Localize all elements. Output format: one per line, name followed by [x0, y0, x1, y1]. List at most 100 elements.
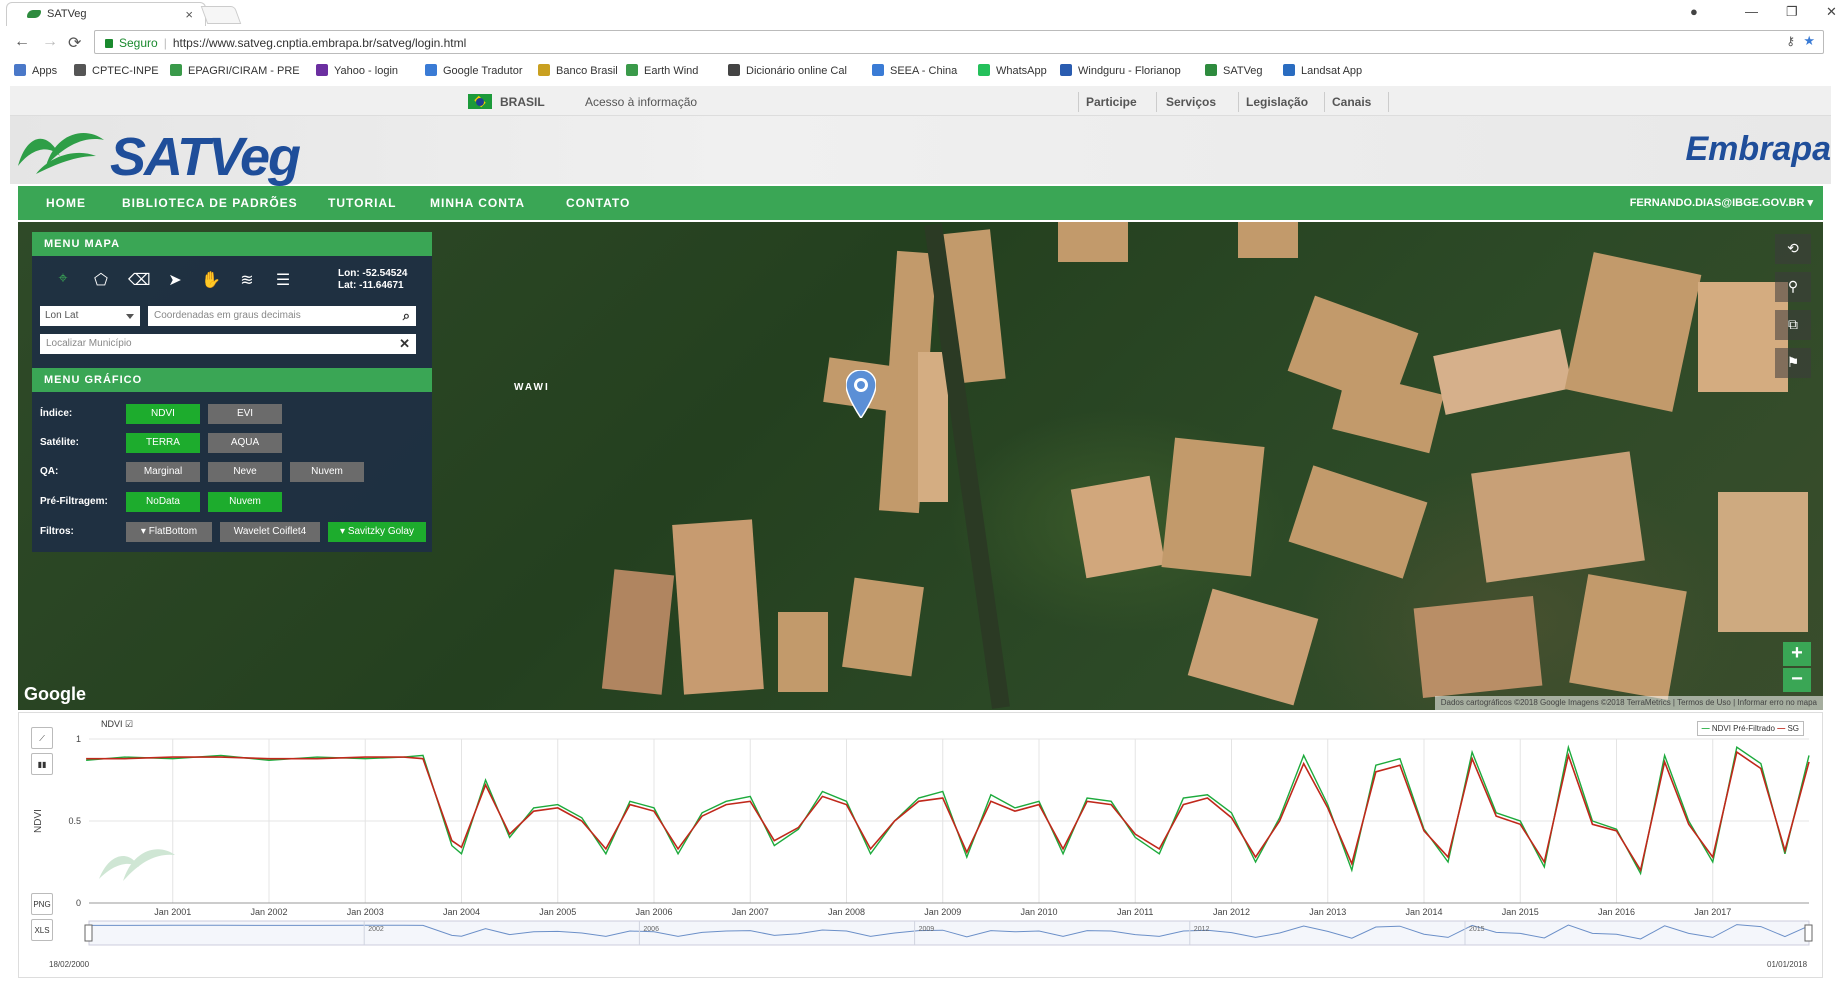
- bookmark-1[interactable]: CPTEC-INPE: [74, 64, 159, 77]
- bar-chart-icon[interactable]: ▮▮: [31, 753, 53, 775]
- polygon-tool-icon[interactable]: ⬠: [94, 272, 108, 289]
- municipio-search-input[interactable]: Localizar Município ✕: [40, 334, 416, 354]
- nav-contato[interactable]: CONTATO: [566, 196, 631, 210]
- navigator-right-handle[interactable]: [1804, 924, 1813, 942]
- bookmark-12[interactable]: Landsat App: [1283, 64, 1362, 77]
- eraser-icon[interactable]: ⌫: [128, 272, 151, 289]
- bookmark-4[interactable]: Google Tradutor: [425, 64, 523, 77]
- flag-icon[interactable]: ⚑: [1775, 348, 1811, 378]
- x-tick-label: Jan 2006: [635, 907, 672, 917]
- x-tick-label: Jan 2011: [1117, 907, 1153, 917]
- nav-minha-conta[interactable]: MINHA CONTA: [430, 196, 525, 210]
- bookmark-8[interactable]: SEEA - China: [872, 64, 957, 77]
- star-bookmark-icon[interactable]: ★: [1803, 33, 1815, 48]
- pin-tool-icon[interactable]: ⚲: [1775, 272, 1811, 302]
- bookmark-2[interactable]: EPAGRI/CIRAM - PRE: [170, 64, 300, 77]
- gov-link-canais[interactable]: Canais: [1332, 95, 1372, 109]
- browser-tab[interactable]: SATVeg ×: [6, 2, 206, 26]
- zoom-out-button[interactable]: −: [1783, 668, 1811, 692]
- filtros-label: Filtros:: [40, 526, 74, 537]
- minimize-icon[interactable]: —: [1745, 4, 1758, 19]
- layers-alt-icon[interactable]: ☰: [275, 272, 291, 289]
- bookmark-label: WhatsApp: [996, 65, 1047, 77]
- y-axis-label: NDVI: [33, 809, 44, 833]
- qa-nuvem-button[interactable]: Nuvem: [290, 462, 364, 482]
- nav-home[interactable]: HOME: [46, 196, 86, 210]
- x-tick-label: Jan 2002: [250, 907, 287, 917]
- satveg-favicon-icon: [27, 10, 41, 18]
- copy-icon[interactable]: ⧉: [1775, 310, 1811, 340]
- bookmark-icon: [316, 64, 328, 76]
- bookmark-5[interactable]: Banco Brasil: [538, 64, 618, 77]
- restore-icon[interactable]: ❐: [1786, 4, 1798, 19]
- navigator-tick-label: 2006: [643, 926, 659, 933]
- clear-icon[interactable]: ✕: [399, 336, 410, 351]
- url-input[interactable]: Seguro | https://www.satveg.cnptia.embrapa…: [94, 30, 1824, 54]
- forward-icon[interactable]: →: [42, 33, 58, 50]
- x-tick-label: Jan 2003: [347, 907, 384, 917]
- reload-icon[interactable]: ⟳: [68, 35, 82, 52]
- bookmark-0[interactable]: Apps: [14, 64, 57, 77]
- new-tab-button[interactable]: [200, 6, 242, 24]
- xls-export-button[interactable]: XLS: [31, 919, 53, 941]
- qa-marginal-button[interactable]: Marginal: [126, 462, 200, 482]
- history-icon[interactable]: ⟲: [1775, 234, 1811, 264]
- satveg-logo[interactable]: SATVeg: [110, 127, 301, 187]
- coordinate-search-input[interactable]: Coordenadas em graus decimais ⌕: [148, 306, 416, 326]
- nav-tutorial[interactable]: TUTORIAL: [328, 196, 397, 210]
- ndvi-series-checkbox[interactable]: NDVI ☑: [101, 719, 134, 729]
- cursor-icon[interactable]: ➤: [168, 272, 182, 289]
- user-menu[interactable]: FERNANDO.DIAS@IBGE.GOV.BR ▾: [1629, 197, 1813, 209]
- point-tool-icon[interactable]: ⌖: [58, 270, 68, 287]
- prefiltro-nuvem-button[interactable]: Nuvem: [208, 492, 282, 512]
- qa-neve-button[interactable]: Neve: [208, 462, 282, 482]
- filtro-flatbottom-button[interactable]: ▾ FlatBottom: [126, 522, 212, 542]
- bookmark-9[interactable]: WhatsApp: [978, 64, 1047, 77]
- navigator-left-handle[interactable]: [84, 924, 93, 942]
- indice-ndvi-button[interactable]: NDVI: [126, 404, 200, 424]
- search-icon[interactable]: ⌕: [402, 308, 410, 323]
- indice-evi-button[interactable]: EVI: [208, 404, 282, 424]
- satellite-map[interactable]: WAWI MENU MAPA ⌖ ⬠ ⌫ ➤ ✋ ≋ ☰ Lon: -52.54…: [18, 222, 1823, 710]
- bookmark-7[interactable]: Dicionário online Cal: [728, 64, 847, 77]
- bookmark-label: Google Tradutor: [443, 65, 523, 77]
- bookmarks-bar: Apps CPTEC-INPE EPAGRI/CIRAM - PRE Yahoo - …: [0, 58, 1841, 84]
- nav-biblioteca[interactable]: BIBLIOTECA DE PADRÕES: [122, 196, 298, 210]
- filtro-wavelet-button[interactable]: Wavelet Coiflet4: [220, 522, 320, 542]
- close-window-icon[interactable]: ✕: [1826, 4, 1837, 19]
- gov-link-participe[interactable]: Participe: [1086, 95, 1137, 109]
- png-export-button[interactable]: PNG: [31, 893, 53, 915]
- zoom-in-button[interactable]: +: [1783, 642, 1811, 666]
- acesso-informacao-link[interactable]: Acesso à informação: [585, 95, 698, 109]
- bookmark-icon: [538, 64, 550, 76]
- key-icon[interactable]: ⚷: [1786, 34, 1795, 48]
- hand-pan-icon[interactable]: ✋: [201, 272, 221, 289]
- line-chart-icon[interactable]: ⟋: [31, 727, 53, 749]
- bookmark-label: CPTEC-INPE: [92, 65, 159, 77]
- prefiltro-nodata-button[interactable]: NoData: [126, 492, 200, 512]
- bookmark-3[interactable]: Yahoo - login: [316, 64, 398, 77]
- coordinate-type-select[interactable]: Lon Lat: [40, 306, 140, 326]
- map-attribution[interactable]: Dados cartográficos ©2018 Google Imagens…: [1434, 696, 1823, 710]
- profile-icon[interactable]: ●: [1690, 4, 1698, 19]
- gov-link-servicos[interactable]: Serviços: [1166, 95, 1217, 109]
- embrapa-logo[interactable]: Embrapa: [1685, 130, 1832, 168]
- close-tab-icon[interactable]: ×: [185, 7, 193, 22]
- bookmark-6[interactable]: Earth Wind: [626, 64, 698, 77]
- satelite-terra-button[interactable]: TERRA: [126, 433, 200, 453]
- range-end-label: 01/01/2018: [1767, 960, 1808, 969]
- bookmark-icon: [425, 64, 437, 76]
- y-tick-label: 1: [76, 734, 81, 744]
- filtro-savitzky-button[interactable]: ▾ Savitzky Golay: [328, 522, 426, 542]
- bookmark-11[interactable]: SATVeg: [1205, 64, 1263, 77]
- bookmark-10[interactable]: Windguru - Florianop: [1060, 64, 1181, 77]
- coordinate-placeholder: Coordenadas em graus decimais: [154, 310, 301, 321]
- gov-brasil-link[interactable]: BRASIL: [500, 95, 545, 109]
- back-icon[interactable]: ←: [14, 33, 30, 50]
- location-pin-icon[interactable]: [846, 370, 876, 418]
- x-tick-label: Jan 2009: [924, 907, 961, 917]
- gov-link-legislacao[interactable]: Legislação: [1246, 95, 1309, 109]
- x-tick-label: Jan 2015: [1502, 907, 1539, 917]
- satelite-aqua-button[interactable]: AQUA: [208, 433, 282, 453]
- layers-icon[interactable]: ≋: [240, 272, 254, 289]
